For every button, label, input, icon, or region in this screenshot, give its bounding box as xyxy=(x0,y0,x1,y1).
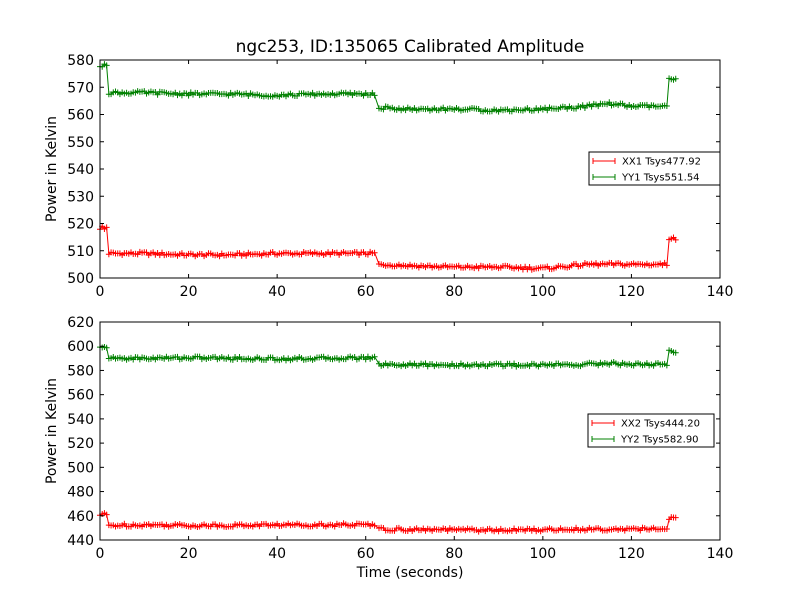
data-point-marker xyxy=(606,99,613,106)
y-tick-label: 540 xyxy=(67,412,94,428)
series-group xyxy=(97,343,679,535)
legend-label: XX1 Tsys477.92 xyxy=(622,157,701,168)
legend-box xyxy=(588,151,721,186)
x-tick-label: 100 xyxy=(529,546,556,562)
y-tick-label: 440 xyxy=(67,533,94,549)
y-axis-label: Power in Kelvin xyxy=(44,378,60,484)
data-point-marker xyxy=(185,92,192,99)
x-tick-label: 120 xyxy=(618,284,645,300)
x-tick-label: 60 xyxy=(357,284,375,300)
legend-entry: YY2 Tsys582.90 xyxy=(591,435,699,446)
y-tick-label: 560 xyxy=(67,108,94,124)
x-tick-label: 0 xyxy=(96,284,105,300)
x-tick-label: 120 xyxy=(618,546,645,562)
data-point-marker xyxy=(371,92,378,99)
data-point-marker xyxy=(663,262,670,269)
legend-entry: XX2 Tsys444.20 xyxy=(591,419,700,430)
x-tick-label: 80 xyxy=(445,284,463,300)
y-axis-label: Power in Kelvin xyxy=(44,116,60,222)
legend-label: XX2 Tsys444.20 xyxy=(621,419,700,430)
top-chart: ngc253, ID:135065 Calibrated Amplitude 0 2… xyxy=(44,37,733,300)
legend-marker xyxy=(591,436,615,442)
y-tick-label: 540 xyxy=(67,162,94,178)
x-tick-label: 40 xyxy=(268,546,286,562)
x-tick-label: 20 xyxy=(180,284,198,300)
y-tick-label: 480 xyxy=(67,485,94,501)
series-xx1 xyxy=(97,223,679,273)
y-tick-label: 600 xyxy=(67,339,94,355)
series-markers xyxy=(97,61,679,115)
data-point-marker xyxy=(663,525,670,532)
x-tick-label: 140 xyxy=(707,284,734,300)
legend-entry: XX1 Tsys477.92 xyxy=(592,157,701,168)
data-point-marker xyxy=(103,344,110,351)
data-point-marker xyxy=(103,511,110,518)
y-tick-label: 460 xyxy=(67,509,94,525)
data-point-marker xyxy=(663,103,670,110)
x-axis-label: Time (seconds) xyxy=(356,565,464,581)
data-point-marker xyxy=(511,360,518,367)
y-tick-label: 520 xyxy=(67,217,94,233)
y-tick-label: 510 xyxy=(67,244,94,260)
y-tick-label: 620 xyxy=(67,315,94,331)
y-tick-label: 520 xyxy=(67,436,94,452)
data-point-marker xyxy=(663,362,670,369)
legend-marker xyxy=(591,420,615,426)
data-point-marker xyxy=(103,224,110,231)
y-tick-label: 500 xyxy=(67,460,94,476)
x-axis: 0 20 40 60 80 100 120 140 xyxy=(96,60,734,300)
legend-marker xyxy=(592,158,616,164)
data-point-marker xyxy=(672,514,679,521)
legend-entry: YY1 Tsys551.54 xyxy=(592,173,700,184)
series-group xyxy=(97,61,679,273)
legend-label: YY1 Tsys551.54 xyxy=(621,173,700,184)
data-point-marker xyxy=(371,249,378,256)
series-xx2 xyxy=(97,510,679,535)
data-point-marker xyxy=(103,62,110,69)
y-tick-label: 500 xyxy=(67,271,94,287)
legend-marker xyxy=(592,174,616,180)
series-markers xyxy=(97,343,679,370)
x-tick-label: 40 xyxy=(268,284,286,300)
x-tick-label: 60 xyxy=(357,546,375,562)
legend-label: YY2 Tsys582.90 xyxy=(620,435,699,446)
data-point-marker xyxy=(371,353,378,360)
bottom-chart: 0 20 40 60 80 100 120 140 440 460 480 500 520 540 560 5… xyxy=(44,315,733,581)
y-axis: 500 510 520 530 540 550 560 570 580 xyxy=(67,53,720,287)
x-tick-label: 0 xyxy=(96,546,105,562)
y-tick-label: 550 xyxy=(67,135,94,151)
x-tick-label: 20 xyxy=(180,546,198,562)
x-tick-label: 80 xyxy=(445,546,463,562)
x-tick-label: 140 xyxy=(707,546,734,562)
legend-box xyxy=(587,413,715,448)
legend: XX2 Tsys444.20 YY2 Tsys582.90 xyxy=(587,413,715,448)
y-tick-label: 580 xyxy=(67,363,94,379)
chart-title: ngc253, ID:135065 Calibrated Amplitude xyxy=(236,37,585,57)
legend: XX1 Tsys477.92 YY1 Tsys551.54 xyxy=(588,151,721,186)
series-markers xyxy=(97,510,679,535)
y-tick-label: 580 xyxy=(67,53,94,69)
data-point-marker xyxy=(672,236,679,243)
series-yy2 xyxy=(97,343,679,370)
x-axis: 0 20 40 60 80 100 120 140 xyxy=(96,322,734,562)
data-point-marker xyxy=(672,349,679,356)
x-tick-label: 100 xyxy=(529,284,556,300)
y-tick-label: 560 xyxy=(67,388,94,404)
series-markers xyxy=(97,223,679,273)
y-axis: 440 460 480 500 520 540 560 580 600 620 xyxy=(67,315,720,549)
data-point-marker xyxy=(672,75,679,82)
data-point-marker xyxy=(371,522,378,529)
y-tick-label: 570 xyxy=(67,80,94,96)
y-tick-label: 530 xyxy=(67,189,94,205)
plot-frame xyxy=(99,321,721,541)
series-yy1 xyxy=(97,61,679,115)
data-point-marker xyxy=(243,252,250,259)
